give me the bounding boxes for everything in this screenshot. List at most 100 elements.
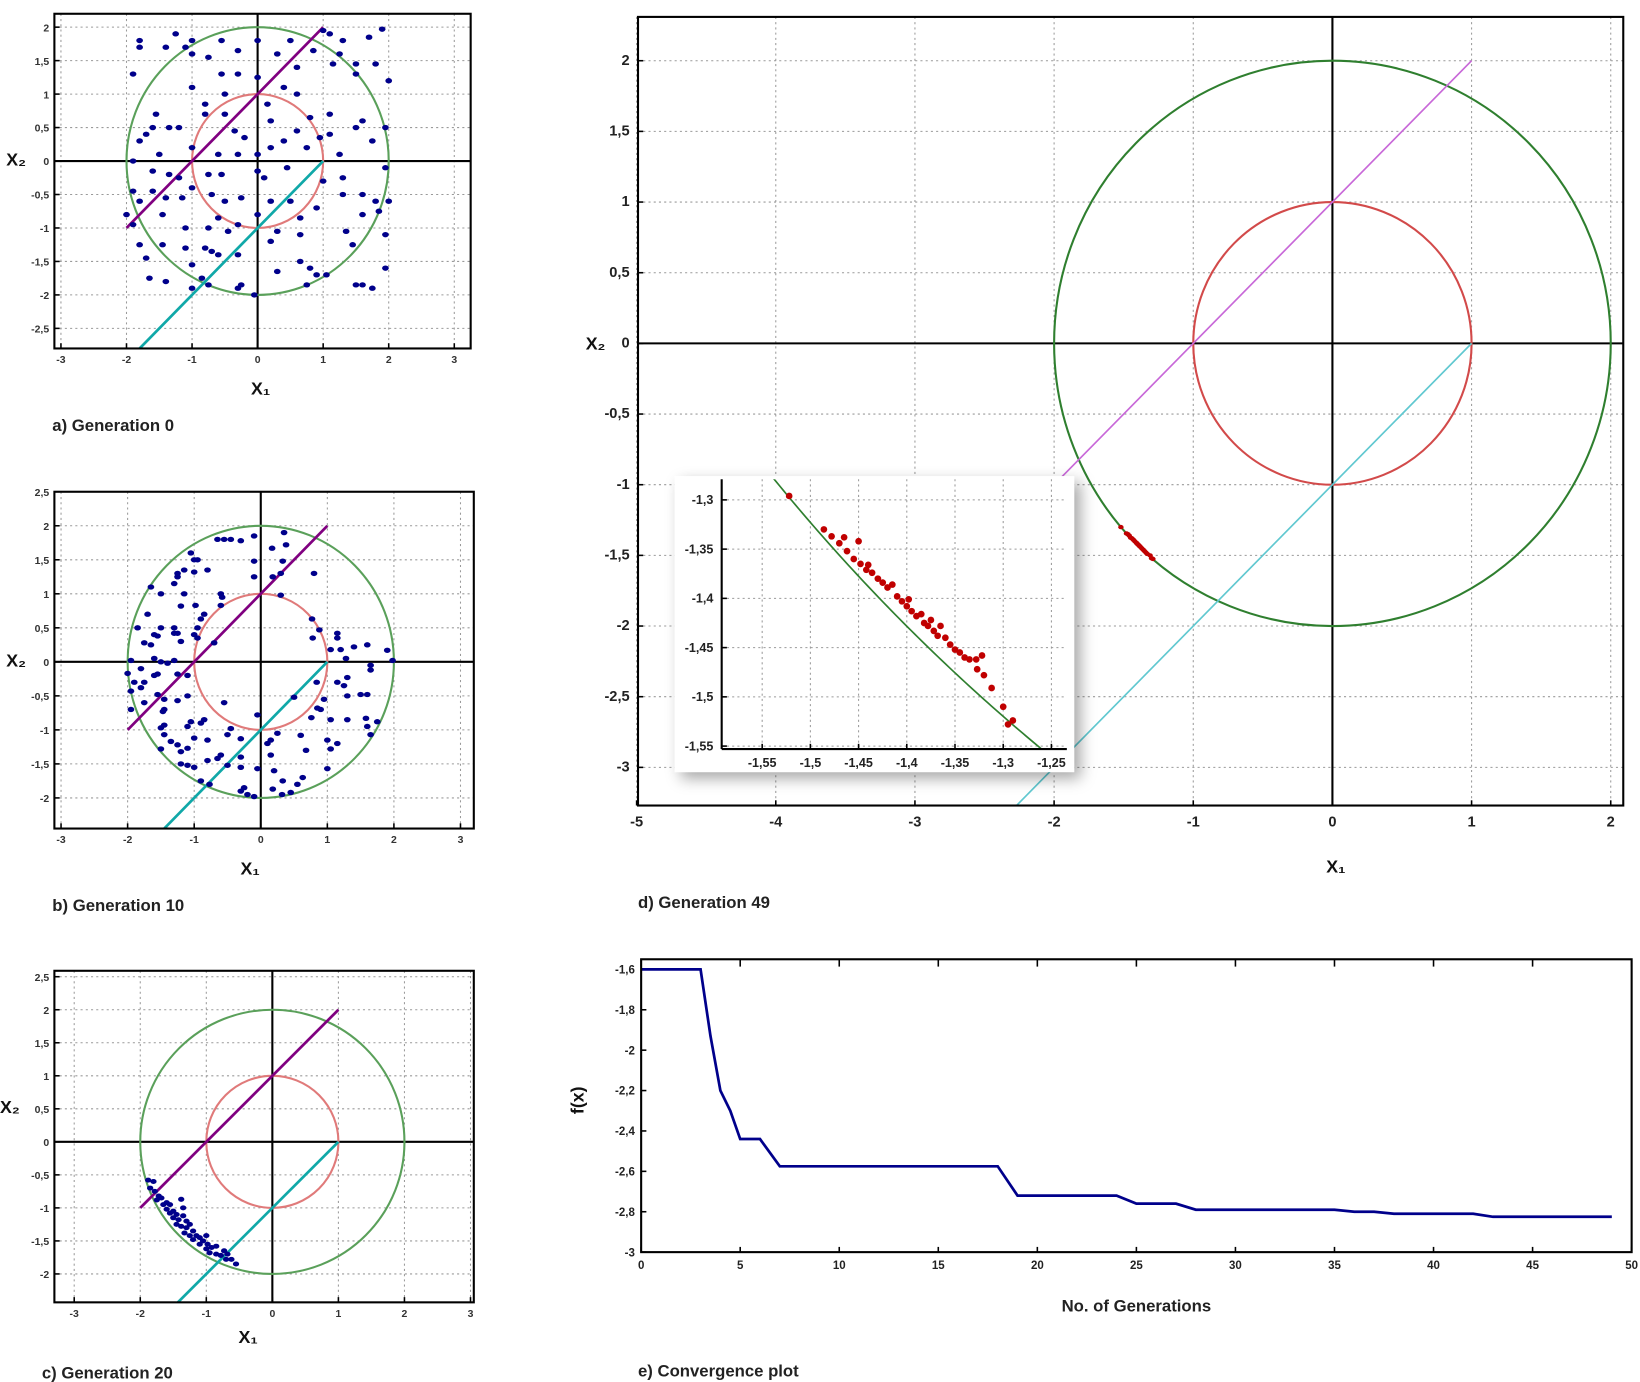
x-tick-label: 30 xyxy=(1229,1260,1242,1272)
population-point xyxy=(339,191,347,198)
x-tick-label: -1 xyxy=(190,835,199,846)
population-point xyxy=(270,768,278,774)
plot-area xyxy=(638,16,1624,806)
population-point xyxy=(154,691,161,698)
ylabel-b: X₂ xyxy=(6,650,26,670)
constraint-line-upper xyxy=(126,524,329,731)
population-point xyxy=(146,275,153,281)
population-point xyxy=(182,245,189,251)
y-tick-label: -3 xyxy=(625,1247,635,1259)
population-point xyxy=(231,128,239,134)
population-point xyxy=(287,198,294,204)
population-point xyxy=(287,789,295,796)
population-point xyxy=(157,659,165,665)
population-point xyxy=(140,699,148,706)
population-point xyxy=(946,641,954,649)
population-point xyxy=(206,781,213,787)
constraint-line-lower xyxy=(138,160,325,349)
population-point xyxy=(269,786,277,792)
caption-d: d) Generation 49 xyxy=(638,893,770,912)
x-tick-label: -4 xyxy=(769,814,783,830)
population-point xyxy=(205,54,212,60)
population-point xyxy=(213,1243,220,1249)
population-point xyxy=(208,191,216,198)
population-point xyxy=(237,282,245,288)
y-tick-label: -1,5 xyxy=(604,548,629,564)
population-point xyxy=(843,547,851,555)
population-point xyxy=(151,1188,158,1194)
population-point xyxy=(142,255,150,261)
population-point xyxy=(204,567,211,573)
y-tick-label: -0,5 xyxy=(31,191,49,202)
population-point xyxy=(165,171,173,178)
population-point xyxy=(283,165,291,171)
population-point xyxy=(220,536,228,543)
ylabel-c: X₂ xyxy=(0,1097,20,1117)
population-point xyxy=(157,725,165,731)
population-point xyxy=(175,124,183,131)
plot-frame xyxy=(640,958,1633,1254)
y-tick-label: 0,5 xyxy=(35,624,50,635)
population-point xyxy=(343,674,351,681)
y-tick-label: -1,35 xyxy=(685,542,714,556)
population-point xyxy=(210,640,218,646)
population-point xyxy=(177,761,185,767)
population-point xyxy=(320,696,328,702)
y-tick-label: -1,5 xyxy=(31,760,49,771)
population-point xyxy=(234,221,242,228)
population-point xyxy=(250,292,258,298)
population-point xyxy=(157,591,165,597)
population-point xyxy=(234,151,242,158)
y-tick-label: -2,5 xyxy=(604,689,629,705)
population-point xyxy=(130,679,138,685)
x-tick-label: 0 xyxy=(258,835,264,846)
population-point xyxy=(187,550,195,556)
population-point xyxy=(214,252,222,258)
plot-area xyxy=(54,13,471,349)
constraint-line-lower xyxy=(163,660,329,829)
population-point xyxy=(293,91,301,97)
xlabel-b: X₁ xyxy=(241,859,260,879)
population-point xyxy=(278,791,286,798)
population-point xyxy=(232,1261,240,1267)
y-tick-label: 2 xyxy=(43,522,49,533)
population-point xyxy=(339,175,347,181)
y-tick-label: -1 xyxy=(40,224,49,235)
constraint-circle-radius-2 xyxy=(139,1008,406,1275)
population-point xyxy=(250,574,258,580)
population-point xyxy=(208,248,216,255)
population-point xyxy=(282,542,290,548)
population-point xyxy=(174,697,181,704)
population-point xyxy=(279,558,287,564)
y-tick-label: -1,55 xyxy=(685,739,714,753)
population-point xyxy=(162,195,170,201)
population-point xyxy=(893,593,901,600)
x-tick-label: 15 xyxy=(932,1260,945,1272)
population-point xyxy=(224,762,231,768)
population-point xyxy=(317,706,325,713)
population-point xyxy=(177,603,185,609)
population-point xyxy=(147,584,155,590)
population-point xyxy=(178,1223,185,1229)
population-point xyxy=(296,258,304,265)
population-point xyxy=(250,793,258,800)
population-point xyxy=(308,714,315,721)
population-point xyxy=(254,168,261,174)
population-point xyxy=(240,785,248,791)
population-point xyxy=(177,638,185,645)
population-point xyxy=(352,71,360,77)
population-point xyxy=(175,175,183,181)
population-point xyxy=(363,691,371,698)
population-point xyxy=(204,737,211,743)
caption-b: b) Generation 10 xyxy=(52,896,184,915)
population-point xyxy=(204,1241,211,1247)
population-point xyxy=(136,44,143,50)
population-point xyxy=(234,252,242,258)
panel-generation-0: -3 -2 -1 0 1 2 3 2 1,5 1 0,5 0 -0,5 -1 -1,5 -2 -2,5 xyxy=(31,12,472,366)
population-point xyxy=(214,151,222,158)
population-point xyxy=(157,746,165,752)
population-point xyxy=(357,691,364,698)
population-point xyxy=(129,71,137,77)
population-point xyxy=(267,238,275,245)
population-point xyxy=(820,526,828,533)
